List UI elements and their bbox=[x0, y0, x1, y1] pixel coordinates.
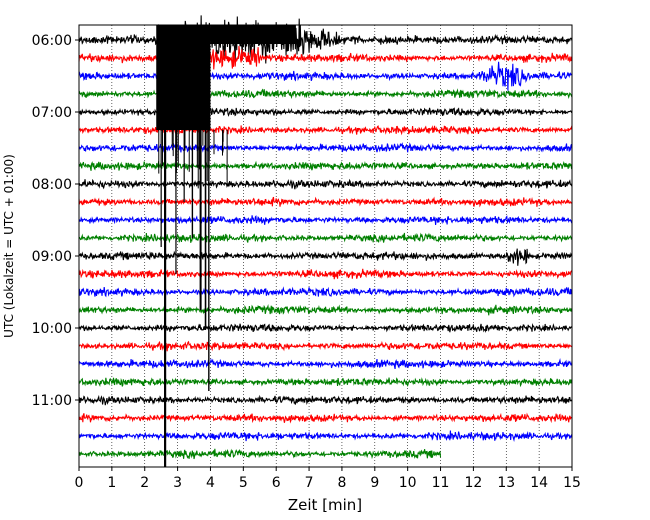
x-tick-label-13: 13 bbox=[497, 475, 515, 491]
earthquake-saturated-block bbox=[156, 25, 211, 130]
y-axis-label: UTC (Lokalzeit = UTC + 01:00) bbox=[2, 154, 16, 338]
trace-22 bbox=[78, 430, 573, 442]
x-tick-label-0: 0 bbox=[75, 475, 84, 491]
x-tick-label-5: 5 bbox=[239, 475, 248, 491]
trace-16 bbox=[78, 323, 573, 334]
trace-15 bbox=[78, 303, 573, 316]
x-tick-label-1: 1 bbox=[107, 475, 116, 491]
x-tick-label-6: 6 bbox=[272, 475, 281, 491]
trace-17 bbox=[78, 340, 573, 352]
y-tick-label-0: 06:00 bbox=[32, 33, 72, 49]
x-tick-label-9: 9 bbox=[370, 475, 379, 491]
x-tick-label-10: 10 bbox=[399, 475, 417, 491]
x-tick-label-4: 4 bbox=[206, 475, 215, 491]
x-tick-label-3: 3 bbox=[173, 475, 182, 491]
x-tick-label-8: 8 bbox=[337, 475, 346, 491]
y-tick-label-3: 09:00 bbox=[32, 249, 72, 265]
x-tick-label-15: 15 bbox=[563, 475, 581, 491]
trace-23 bbox=[78, 448, 442, 460]
y-tick-label-4: 10:00 bbox=[32, 321, 72, 337]
x-tick-label-7: 7 bbox=[305, 475, 314, 491]
trace-14 bbox=[78, 286, 573, 298]
x-tick-label-12: 12 bbox=[464, 475, 482, 491]
trace-19 bbox=[78, 377, 573, 388]
trace-20 bbox=[78, 394, 573, 406]
plot-frame bbox=[78, 24, 573, 468]
y-tick-label-2: 08:00 bbox=[32, 177, 72, 193]
trace-18 bbox=[78, 357, 573, 370]
y-axis-ticks: 06:00 07:00 08:00 09:00 10:00 11:00 bbox=[32, 33, 79, 409]
x-tick-label-2: 2 bbox=[140, 475, 149, 491]
trace-21 bbox=[78, 412, 573, 424]
y-tick-label-5: 11:00 bbox=[32, 393, 72, 409]
x-tick-label-11: 11 bbox=[432, 475, 450, 491]
event-overlays bbox=[156, 25, 296, 467]
trace-13 bbox=[78, 268, 573, 280]
earthquake-coda-top bbox=[210, 25, 296, 44]
x-axis-ticks: 0 1 2 3 4 5 6 7 8 9 10 11 12 13 14 15 bbox=[75, 467, 581, 491]
x-axis-label: Zeit [min] bbox=[288, 496, 362, 514]
y-tick-label-1: 07:00 bbox=[32, 105, 72, 121]
trace-12 bbox=[78, 248, 573, 266]
x-tick-label-14: 14 bbox=[530, 475, 548, 491]
